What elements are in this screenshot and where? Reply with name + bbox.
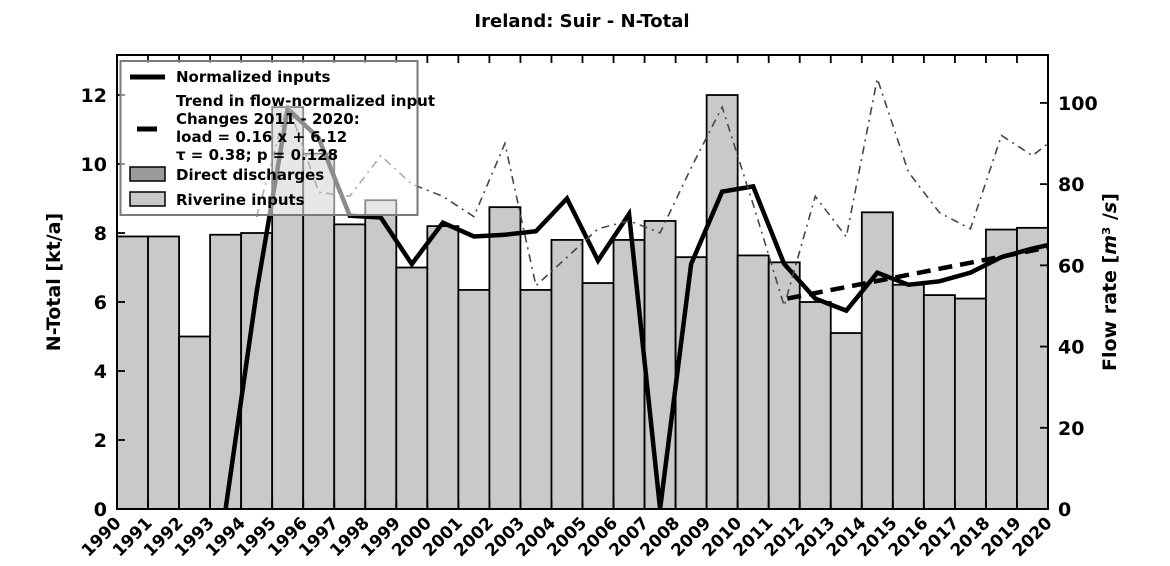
bar-1998 bbox=[364, 199, 398, 510]
bar-2009 bbox=[705, 94, 739, 510]
chart-title: Ireland: Suir - N-Total bbox=[474, 11, 689, 32]
y-left-tick-label-6: 6 bbox=[94, 292, 107, 314]
bar-1993 bbox=[209, 233, 243, 510]
bar-2006 bbox=[612, 239, 646, 510]
y-right-tick-label-60: 60 bbox=[1058, 255, 1084, 277]
y-right-tick-label-20: 20 bbox=[1058, 418, 1084, 440]
y-left-tick-label-4: 4 bbox=[94, 361, 107, 383]
bar-2016 bbox=[922, 294, 956, 510]
legend-label-trend-3: load = 0.16 x + 6.12 bbox=[176, 128, 347, 146]
bar-2010 bbox=[736, 254, 770, 510]
bar-2002 bbox=[488, 206, 522, 510]
trend-line bbox=[786, 245, 1049, 301]
bar-2013 bbox=[829, 332, 863, 510]
y-axis-label-right: Flow rate [m³ /s] bbox=[1099, 193, 1121, 371]
legend-direct-swatch bbox=[129, 166, 166, 182]
y-axis-label-left: N-Total [kt/a] bbox=[43, 213, 65, 351]
bar-2007 bbox=[643, 220, 677, 510]
flow-rate-line bbox=[255, 75, 1049, 309]
bar-2014 bbox=[860, 211, 894, 510]
legend-label-riverine: Riverine inputs bbox=[176, 191, 305, 209]
legend-label-normalized: Normalized inputs bbox=[176, 68, 331, 86]
legend-label-trend-2: Changes 2011 - 2020: bbox=[176, 110, 360, 128]
bar-2001 bbox=[457, 289, 491, 510]
y-right-tick-label-40: 40 bbox=[1058, 337, 1084, 359]
bar-1999 bbox=[395, 266, 429, 510]
bar-2004 bbox=[550, 239, 584, 510]
bar-2003 bbox=[519, 289, 553, 510]
bar-1992 bbox=[178, 335, 211, 510]
bar-2000 bbox=[426, 225, 460, 510]
bar-2008 bbox=[674, 256, 708, 510]
legend: Normalized inputs Trend in flow-normaliz… bbox=[119, 60, 435, 216]
y-right-tick-label-100: 100 bbox=[1058, 93, 1098, 115]
lines-layer bbox=[223, 75, 1049, 510]
bar-2018 bbox=[985, 228, 1018, 510]
legend-label-trend-4: τ = 0.38; p = 0.128 bbox=[176, 146, 338, 164]
y-right-tick-label-0: 0 bbox=[1058, 499, 1071, 521]
y-left-tick-label-0: 0 bbox=[94, 499, 107, 521]
legend-box bbox=[119, 60, 419, 216]
y-left-tick-label-8: 8 bbox=[94, 223, 107, 245]
bar-1991 bbox=[147, 235, 180, 510]
y-right-tick-label-80: 80 bbox=[1058, 174, 1084, 196]
bar-2012 bbox=[798, 301, 832, 510]
legend-label-direct: Direct discharges bbox=[176, 166, 324, 184]
bar-2017 bbox=[954, 297, 987, 510]
normalized-inputs-line bbox=[223, 104, 1049, 510]
y-left-tick-label-10: 10 bbox=[81, 154, 107, 176]
bar-1990 bbox=[116, 235, 149, 510]
bar-2011 bbox=[767, 261, 801, 510]
bar-2019 bbox=[1016, 226, 1049, 510]
y-left-tick-label-12: 12 bbox=[81, 85, 107, 107]
legend-riverine-swatch bbox=[129, 191, 166, 207]
bar-2005 bbox=[581, 282, 615, 510]
bar-1997 bbox=[333, 223, 367, 510]
bar-2015 bbox=[891, 283, 925, 510]
legend-label-trend-1: Trend in flow-normalized input bbox=[176, 92, 435, 110]
y-left-tick-label-2: 2 bbox=[94, 430, 107, 452]
